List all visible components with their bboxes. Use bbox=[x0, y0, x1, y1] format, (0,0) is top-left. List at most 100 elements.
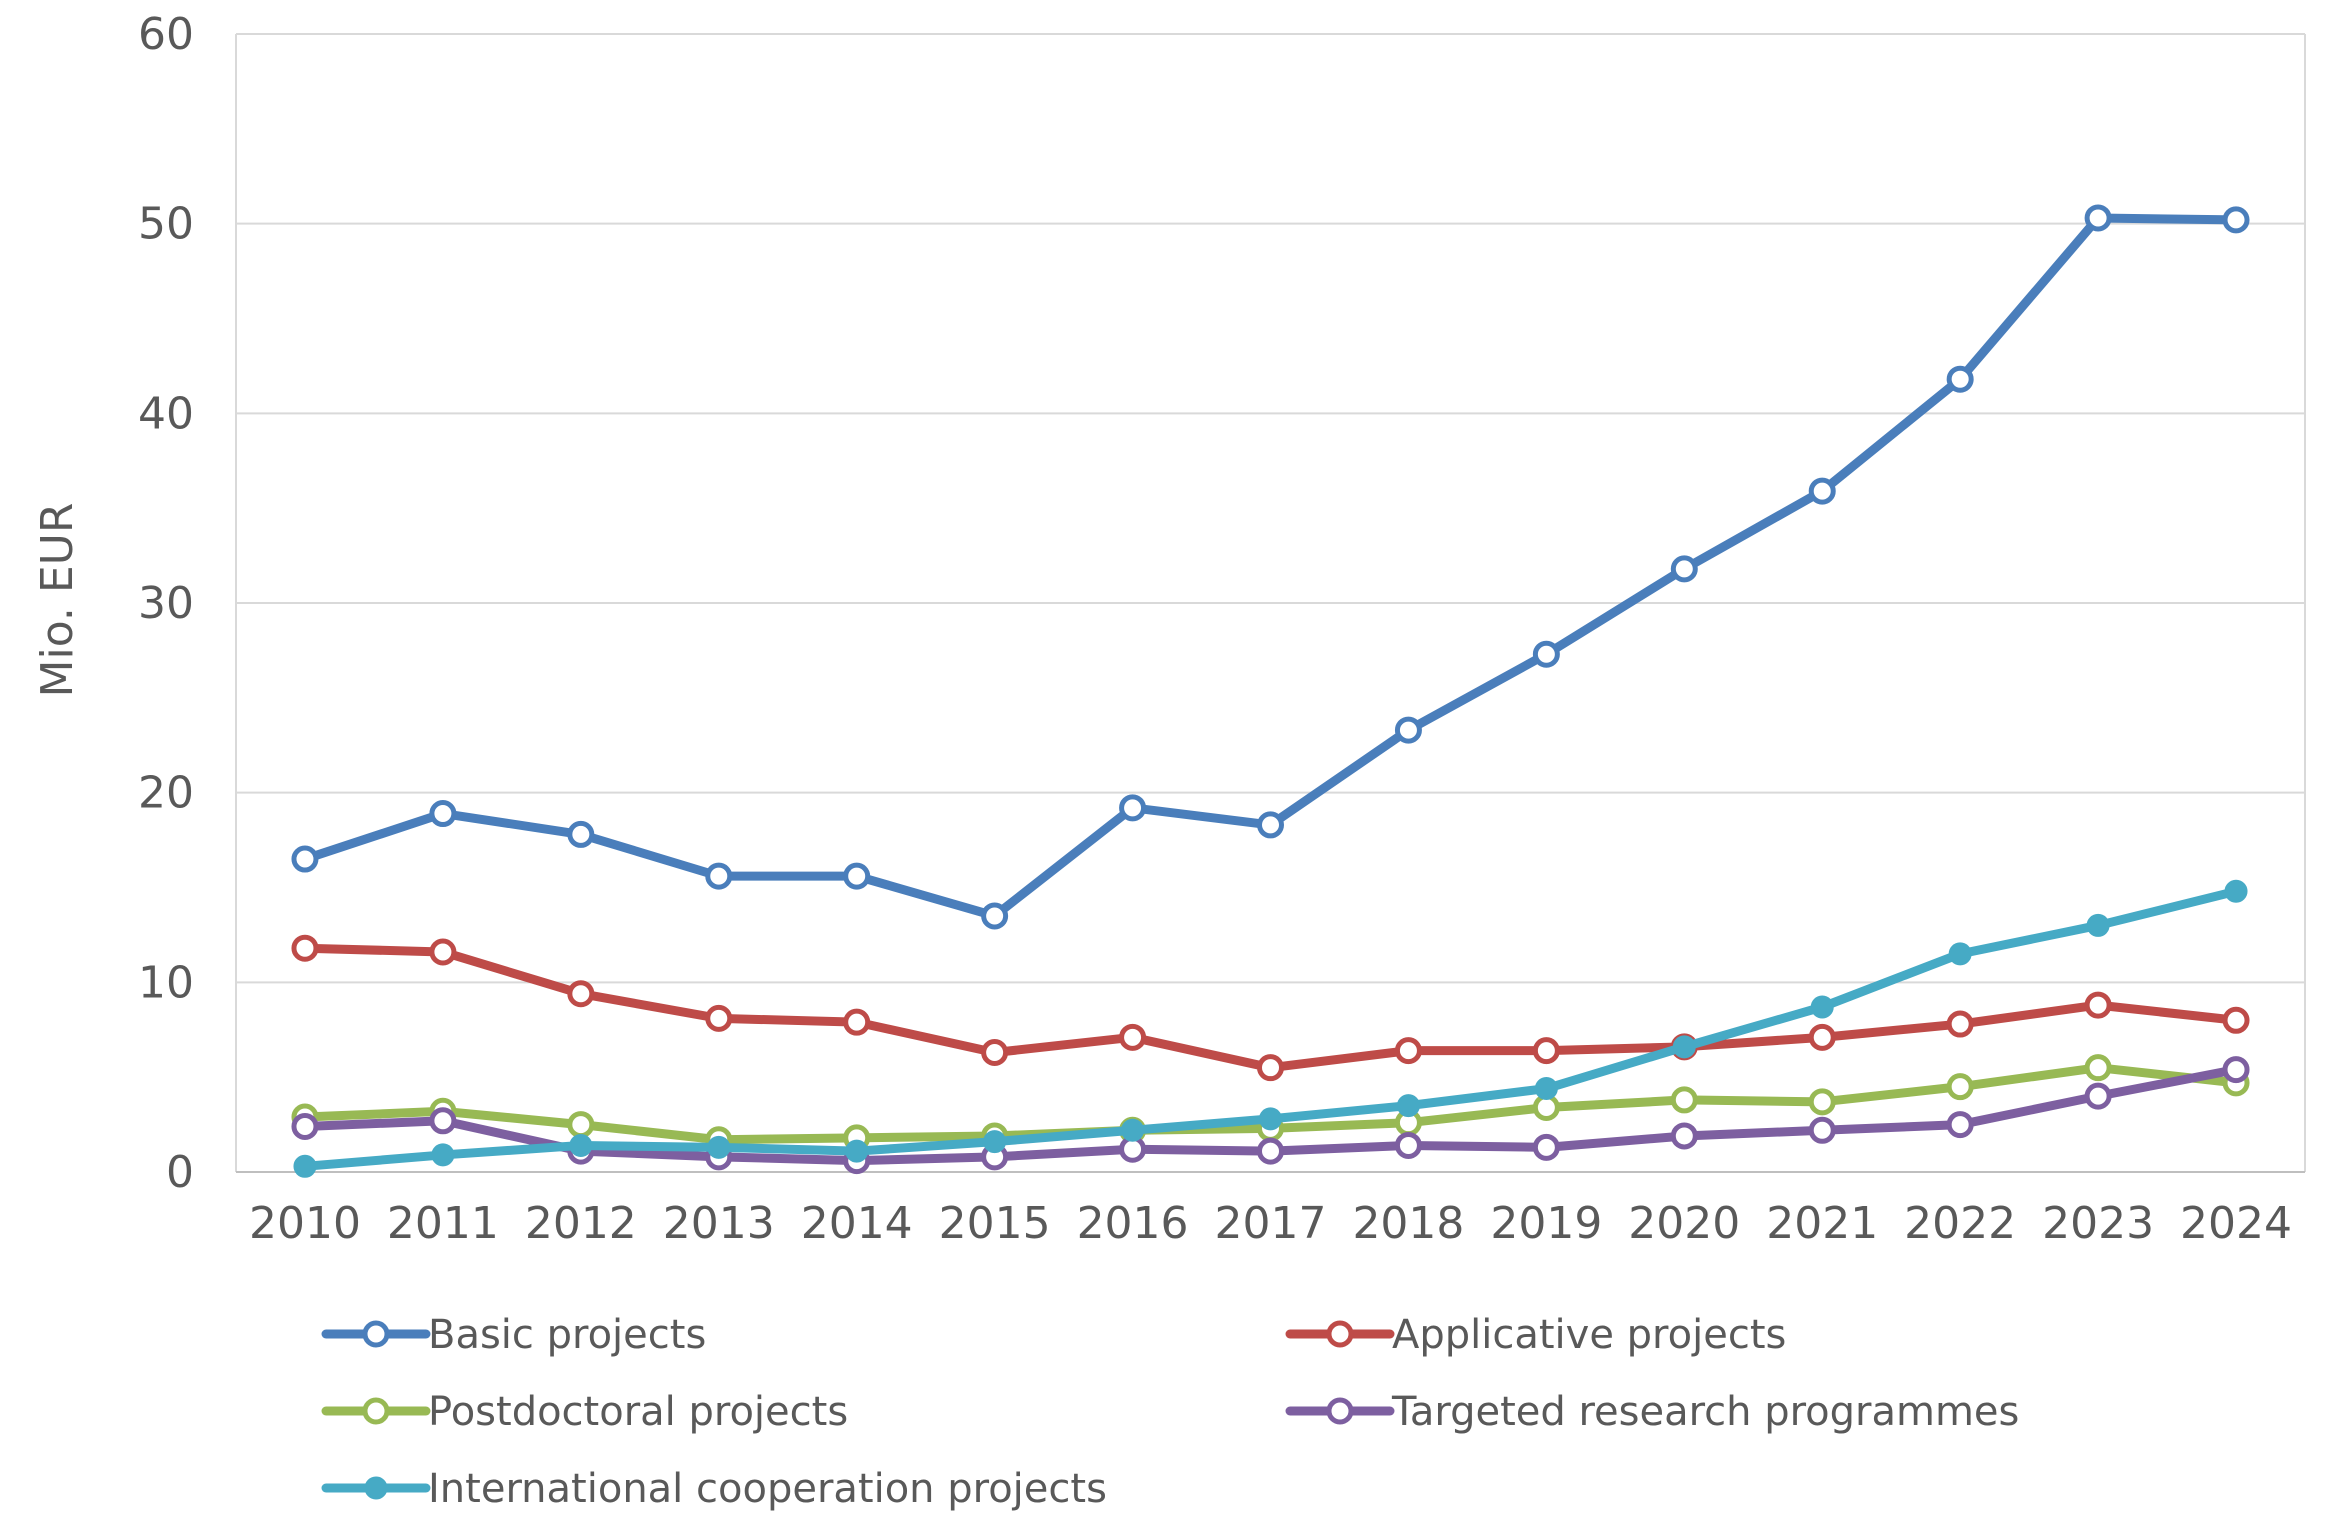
data-point bbox=[567, 980, 595, 1008]
data-point bbox=[1121, 1118, 1145, 1142]
x-tick-label: 2011 bbox=[387, 1198, 499, 1249]
x-tick-label: 2015 bbox=[939, 1198, 1051, 1249]
legend-label: International cooperation projects bbox=[428, 1466, 1107, 1512]
data-point bbox=[1946, 1010, 1974, 1038]
series-0 bbox=[291, 204, 2250, 930]
legend-swatch-marker bbox=[362, 1397, 390, 1425]
x-tick-label: 2014 bbox=[801, 1198, 913, 1249]
gridlines bbox=[236, 33, 2305, 984]
x-tick-label: 2018 bbox=[1352, 1198, 1464, 1249]
x-tick-label: 2013 bbox=[663, 1198, 775, 1249]
legend-swatch-marker bbox=[362, 1320, 390, 1348]
series-4 bbox=[293, 879, 2248, 1178]
data-point bbox=[429, 800, 457, 828]
x-tick-label: 2012 bbox=[525, 1198, 637, 1249]
x-tick-label: 2016 bbox=[1077, 1198, 1189, 1249]
data-point bbox=[1670, 1086, 1698, 1114]
data-point bbox=[1808, 1023, 1836, 1051]
y-tick-labels: 0 10 20 30 40 50 60 bbox=[138, 9, 194, 1198]
legend-item: Basic projects bbox=[321, 1312, 706, 1358]
data-point bbox=[1532, 1037, 1560, 1065]
data-point bbox=[1257, 1054, 1284, 1082]
data-point bbox=[2086, 913, 2110, 937]
y-tick-label: 60 bbox=[138, 9, 194, 60]
data-point bbox=[1394, 716, 1422, 744]
y-tick-label: 0 bbox=[166, 1147, 194, 1198]
data-point bbox=[1946, 365, 1974, 393]
data-point bbox=[1257, 811, 1284, 839]
data-point bbox=[843, 1008, 871, 1036]
series-3 bbox=[291, 1056, 2250, 1175]
data-point bbox=[567, 1111, 595, 1139]
series-line bbox=[300, 943, 2241, 1073]
legend-item: International cooperation projects bbox=[321, 1466, 1107, 1512]
data-point bbox=[1808, 477, 1836, 505]
data-point bbox=[1119, 794, 1147, 822]
data-point bbox=[291, 1112, 319, 1140]
data-point bbox=[1532, 1133, 1560, 1161]
data-point bbox=[981, 902, 1009, 930]
data-point bbox=[293, 1154, 317, 1178]
data-point bbox=[981, 1039, 1009, 1067]
x-tick-label: 2021 bbox=[1766, 1198, 1878, 1249]
data-point bbox=[707, 1135, 731, 1159]
data-point bbox=[1394, 1131, 1422, 1159]
x-tick-labels: 2010 2011 2012 2013 2014 2015 2016 2017 2018 2019… bbox=[249, 1198, 2292, 1249]
series-1 bbox=[291, 934, 2250, 1082]
data-point bbox=[2222, 1006, 2250, 1034]
legend-label: Targeted research programmes bbox=[1391, 1389, 2019, 1435]
data-point bbox=[1534, 1077, 1558, 1101]
data-point bbox=[1394, 1037, 1422, 1065]
data-point bbox=[429, 938, 457, 966]
series-line bbox=[300, 213, 2241, 921]
data-point bbox=[1808, 1116, 1836, 1144]
legend-item: Postdoctoral projects bbox=[321, 1389, 848, 1435]
data-point bbox=[291, 934, 319, 962]
data-point bbox=[1396, 1094, 1420, 1118]
x-tick-label: 2019 bbox=[1490, 1198, 1602, 1249]
legend-label: Applicative projects bbox=[1392, 1312, 1786, 1358]
data-point bbox=[1670, 1122, 1698, 1150]
y-tick-label: 40 bbox=[138, 388, 194, 439]
x-tick-label: 2023 bbox=[2042, 1198, 2154, 1249]
data-point bbox=[1670, 555, 1698, 583]
data-point bbox=[843, 862, 871, 890]
data-point bbox=[2084, 1054, 2112, 1082]
data-point bbox=[1946, 1111, 1974, 1139]
legend-item: Targeted research programmes bbox=[1285, 1389, 2019, 1435]
legend-swatch-marker bbox=[364, 1476, 388, 1500]
y-tick-label: 10 bbox=[138, 957, 194, 1008]
data-point bbox=[2084, 204, 2112, 232]
data-point bbox=[429, 1107, 457, 1135]
data-point bbox=[1257, 1137, 1284, 1165]
legend-label: Basic projects bbox=[428, 1312, 706, 1358]
x-tick-label: 2024 bbox=[2180, 1198, 2292, 1249]
legend: Basic projects Applicative projects Postdo… bbox=[321, 1312, 2019, 1512]
data-point bbox=[2222, 206, 2250, 234]
x-tick-label: 2010 bbox=[249, 1198, 361, 1249]
axes bbox=[235, 33, 2306, 1173]
data-point bbox=[431, 1143, 455, 1167]
x-tick-label: 2020 bbox=[1628, 1198, 1740, 1249]
data-point bbox=[705, 1004, 733, 1032]
legend-swatch-marker bbox=[1326, 1320, 1354, 1348]
data-point bbox=[2084, 1082, 2112, 1110]
data-point bbox=[2224, 879, 2248, 903]
data-point bbox=[1946, 1073, 1974, 1101]
data-point bbox=[845, 1139, 869, 1163]
data-point bbox=[983, 1130, 1007, 1154]
data-point bbox=[1810, 995, 1834, 1019]
legend-item: Applicative projects bbox=[1285, 1312, 1786, 1358]
data-point bbox=[291, 845, 319, 873]
x-tick-label: 2022 bbox=[1904, 1198, 2016, 1249]
data-point bbox=[2222, 1056, 2250, 1084]
y-tick-label: 30 bbox=[138, 578, 194, 629]
series-layer bbox=[291, 204, 2250, 1178]
data-point bbox=[567, 820, 595, 848]
y-tick-label: 50 bbox=[138, 199, 194, 250]
data-point bbox=[1948, 942, 1972, 966]
x-tick-label: 2017 bbox=[1215, 1198, 1327, 1249]
data-point bbox=[1808, 1088, 1836, 1116]
y-tick-label: 20 bbox=[138, 768, 194, 819]
